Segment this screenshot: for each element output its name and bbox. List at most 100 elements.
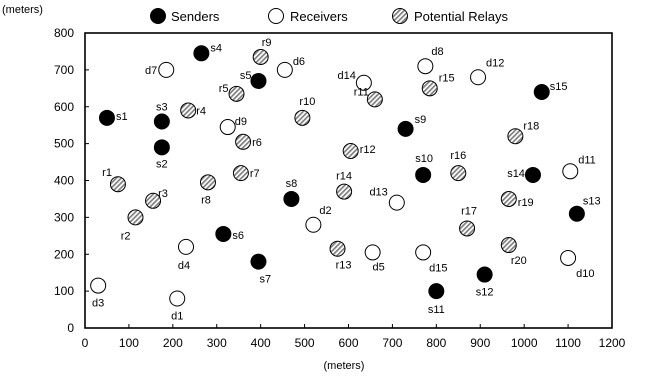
receiver-point-d7 xyxy=(158,61,175,78)
relay-point-r12 xyxy=(342,143,359,159)
receiver-label-d6: d6 xyxy=(293,56,305,68)
receiver-point-d3 xyxy=(90,277,107,294)
relay-point-r20 xyxy=(500,237,517,254)
sender-point-s6 xyxy=(215,225,232,242)
x-tick-label: 1000 xyxy=(511,336,538,350)
receiver-label-d13: d13 xyxy=(369,187,387,199)
receiver-point-d11 xyxy=(562,163,579,180)
data-points: s1 s2 s3 s4 s5 s6 s7 s8 s9 s10 s11 s12 s13 s14 s15 d1 d2… xyxy=(90,37,601,323)
x-tick-label: 300 xyxy=(207,336,227,350)
sender-label-s1: s1 xyxy=(116,111,128,123)
x-tick-label: 500 xyxy=(295,336,315,350)
y-axis-label: (meters) xyxy=(2,4,43,16)
relay-label-r1: r1 xyxy=(102,167,112,179)
sender-point-s13 xyxy=(568,205,585,222)
sender-point-s8 xyxy=(283,190,300,207)
relay-point-r18 xyxy=(507,128,524,145)
receiver-label-d10: d10 xyxy=(576,268,594,280)
relay-point-r16 xyxy=(450,165,467,182)
receiver-label-d1: d1 xyxy=(171,311,183,323)
relay-label-r12: r12 xyxy=(360,144,376,156)
relay-label-r9: r9 xyxy=(262,37,272,49)
receiver-point-d2 xyxy=(305,216,322,233)
sender-label-s4: s4 xyxy=(210,42,222,54)
sender-point-s3 xyxy=(153,113,170,130)
relay-point-r15 xyxy=(421,80,438,97)
legend-receiver-marker xyxy=(268,8,284,24)
x-tick-label: 0 xyxy=(82,336,89,350)
receiver-label-d2: d2 xyxy=(319,205,331,217)
relay-label-r4: r4 xyxy=(196,105,206,117)
sender-series: s1 s2 s3 s4 s5 s6 s7 s8 s9 s10 s11 s12 s13 s14 s15 xyxy=(98,42,601,316)
sender-label-s8: s8 xyxy=(286,178,298,190)
relay-point-r14 xyxy=(336,183,353,200)
sender-point-s1 xyxy=(98,109,115,126)
sender-label-s6: s6 xyxy=(232,230,244,242)
relay-label-r14: r14 xyxy=(336,171,352,183)
relay-label-r17: r17 xyxy=(461,205,477,217)
sender-label-s10: s10 xyxy=(415,153,433,165)
relay-point-r13 xyxy=(329,240,346,257)
relay-label-r7: r7 xyxy=(250,168,260,180)
receiver-label-d9: d9 xyxy=(235,116,247,128)
y-tick-label: 300 xyxy=(54,210,74,224)
sender-label-s11: s11 xyxy=(428,304,445,316)
relay-label-r13: r13 xyxy=(336,260,352,272)
sender-point-s14 xyxy=(524,166,541,183)
sender-label-s12: s12 xyxy=(476,287,494,299)
relay-label-r5: r5 xyxy=(219,83,229,95)
sender-point-s15 xyxy=(533,84,550,100)
relay-label-r8: r8 xyxy=(201,194,211,206)
legend-receiver-label: Receivers xyxy=(290,9,348,24)
receiver-label-d15: d15 xyxy=(429,262,447,274)
sender-point-s4 xyxy=(193,45,210,62)
x-tick-label: 1100 xyxy=(555,336,581,350)
sender-label-s13: s13 xyxy=(583,196,601,208)
relay-point-r11 xyxy=(366,91,383,108)
sender-label-s3: s3 xyxy=(156,102,168,114)
sender-point-s12 xyxy=(476,266,493,283)
x-axis-label: (meters) xyxy=(324,360,365,372)
relay-point-r4 xyxy=(180,102,197,119)
sender-label-s2: s2 xyxy=(156,158,168,170)
sender-point-s2 xyxy=(153,139,170,156)
legend-sender-marker xyxy=(150,8,166,24)
axis-ticks: 0 100 200 300 400 500 600 700 800 900 1000 1100 1200… xyxy=(54,26,626,350)
relay-point-r7 xyxy=(232,165,249,182)
relay-point-r8 xyxy=(199,174,216,191)
y-tick-label: 600 xyxy=(54,100,74,114)
receiver-point-d12 xyxy=(470,69,487,86)
relay-point-r1 xyxy=(109,176,126,193)
relay-label-r20: r20 xyxy=(511,255,527,267)
sender-label-s9: s9 xyxy=(415,114,427,126)
x-tick-label: 800 xyxy=(426,336,446,350)
sender-point-s10 xyxy=(415,166,432,183)
x-tick-label: 1200 xyxy=(599,336,626,350)
y-tick-label: 0 xyxy=(67,321,74,335)
receiver-label-d5: d5 xyxy=(373,261,385,273)
y-tick-label: 800 xyxy=(54,26,74,40)
relay-point-r2 xyxy=(127,209,144,226)
receiver-point-d5 xyxy=(364,244,381,261)
relay-point-r5 xyxy=(228,85,245,102)
sender-label-s5: s5 xyxy=(240,70,252,82)
sender-label-s14: s14 xyxy=(507,168,525,180)
receiver-label-d11: d11 xyxy=(578,154,596,166)
relay-point-r9 xyxy=(252,48,269,65)
receiver-label-d8: d8 xyxy=(431,46,443,58)
x-tick-label: 200 xyxy=(163,336,183,350)
relay-label-r15: r15 xyxy=(439,72,455,84)
receiver-label-d12: d12 xyxy=(486,57,504,69)
x-tick-label: 100 xyxy=(119,336,139,350)
relay-label-r2: r2 xyxy=(121,230,131,242)
x-tick-label: 700 xyxy=(382,336,402,350)
sender-label-s15: s15 xyxy=(550,81,568,93)
sender-point-s5 xyxy=(250,72,267,89)
receiver-point-d9 xyxy=(219,119,236,136)
y-tick-label: 400 xyxy=(54,174,74,188)
legend-sender-label: Senders xyxy=(171,9,220,24)
x-tick-label: 900 xyxy=(470,336,490,350)
receiver-point-d10 xyxy=(560,249,577,266)
x-tick-label: 600 xyxy=(338,336,358,350)
relay-label-r6: r6 xyxy=(252,137,262,149)
